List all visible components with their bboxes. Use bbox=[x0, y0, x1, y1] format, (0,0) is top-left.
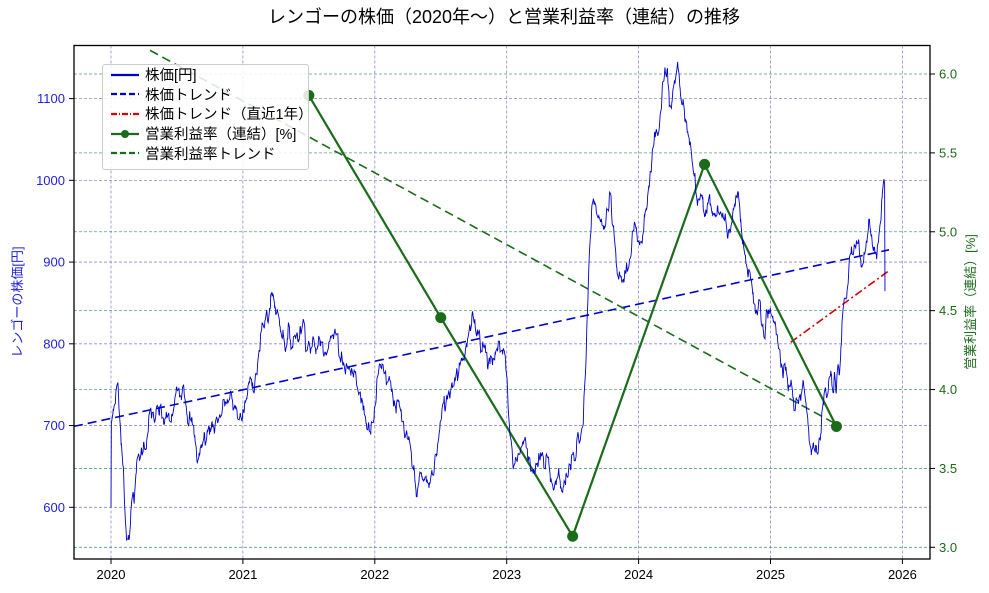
svg-text:2026: 2026 bbox=[888, 567, 917, 582]
svg-text:2020: 2020 bbox=[97, 567, 126, 582]
svg-text:1000: 1000 bbox=[36, 173, 65, 188]
svg-text:3.5: 3.5 bbox=[939, 461, 957, 476]
svg-text:5.0: 5.0 bbox=[939, 224, 957, 239]
svg-text:2021: 2021 bbox=[228, 567, 257, 582]
svg-text:4.0: 4.0 bbox=[939, 382, 957, 397]
svg-text:3.0: 3.0 bbox=[939, 540, 957, 555]
svg-text:営業利益率（連結）[%]: 営業利益率（連結）[%] bbox=[963, 234, 978, 370]
svg-text:レンゴーの株価（2020年〜）と営業利益率（連結）の推移: レンゴーの株価（2020年〜）と営業利益率（連結）の推移 bbox=[268, 7, 740, 27]
svg-text:2022: 2022 bbox=[360, 567, 389, 582]
svg-text:700: 700 bbox=[43, 418, 65, 433]
svg-text:600: 600 bbox=[43, 500, 65, 515]
svg-text:5.5: 5.5 bbox=[939, 145, 957, 160]
svg-text:2025: 2025 bbox=[756, 567, 785, 582]
svg-text:2023: 2023 bbox=[492, 567, 521, 582]
svg-text:レンゴーの株価[円]: レンゴーの株価[円] bbox=[10, 246, 25, 357]
svg-text:900: 900 bbox=[43, 255, 65, 270]
svg-text:6.0: 6.0 bbox=[939, 67, 957, 82]
svg-text:2024: 2024 bbox=[624, 567, 653, 582]
svg-text:800: 800 bbox=[43, 336, 65, 351]
svg-text:1100: 1100 bbox=[37, 91, 65, 106]
svg-text:4.5: 4.5 bbox=[939, 303, 957, 318]
